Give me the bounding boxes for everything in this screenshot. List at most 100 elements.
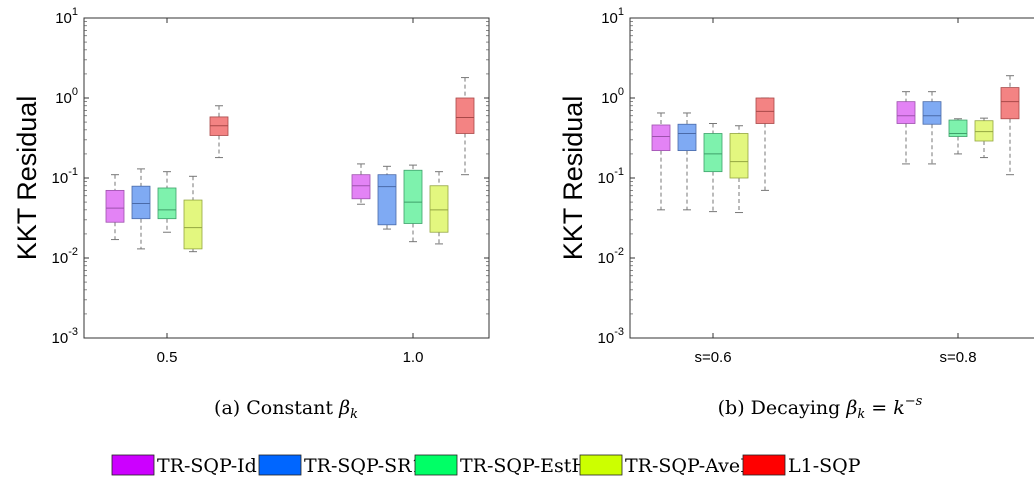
y-tick-exponent: 1 — [72, 6, 78, 18]
x-tick-label: s=0.6 — [694, 349, 731, 366]
legend-swatch — [258, 454, 302, 476]
boxplot-tr-sqp-id — [896, 91, 916, 165]
legend-label: L1-SQP — [788, 455, 861, 477]
box-iqr — [755, 97, 775, 124]
y-tick-label: 100 — [601, 86, 624, 107]
y-tick-label: 101 — [601, 6, 624, 27]
box-iqr — [729, 133, 749, 179]
panel-b-x-axis: s=0.6 s=0.8 — [694, 18, 977, 366]
box-iqr — [455, 97, 475, 134]
boxplot-tr-sqp-sr1 — [677, 112, 697, 211]
boxplot-tr-sqp-sr1 — [131, 168, 151, 250]
boxplot-l1-sqp — [1000, 75, 1020, 176]
box-iqr — [105, 189, 125, 223]
boxplot-tr-sqp-sr1 — [377, 165, 397, 230]
box-iqr — [651, 124, 671, 152]
y-tick-exponent: 1 — [618, 6, 624, 18]
panel-a-boxplots — [105, 77, 475, 253]
box-iqr — [703, 133, 723, 173]
y-tick-label: 10-1 — [598, 166, 624, 187]
boxplot-tr-sqp-aveh — [183, 175, 203, 253]
boxplot-tr-sqp-sr1 — [922, 91, 942, 165]
y-tick-exponent: 0 — [618, 86, 624, 98]
caption-b-base: k — [893, 397, 905, 419]
caption-a-prefix: (a) Constant — [214, 397, 339, 419]
y-tick-label: 10-1 — [52, 166, 78, 187]
y-tick-base: 10 — [601, 10, 618, 27]
caption-b-subscript: k — [857, 407, 865, 422]
y-tick-base: 10 — [52, 330, 69, 347]
legend-swatch — [579, 454, 623, 476]
box-iqr — [948, 119, 968, 137]
caption-b-equals: = — [865, 397, 893, 419]
y-tick-exponent: -1 — [614, 166, 624, 178]
y-tick-exponent: -2 — [614, 246, 624, 258]
boxplot-l1-sqp — [209, 105, 229, 159]
y-tick-exponent: 0 — [72, 86, 78, 98]
box-iqr — [677, 123, 697, 152]
legend-label: TR-SQP-SR1 — [304, 455, 424, 477]
boxplot-tr-sqp-esth — [157, 171, 177, 233]
y-tick-exponent: -2 — [68, 246, 78, 258]
y-tick-exponent: -3 — [68, 326, 78, 338]
boxplot-l1-sqp — [755, 97, 775, 191]
caption-a-subscript: k — [350, 407, 358, 422]
legend-swatch — [414, 454, 458, 476]
y-tick-exponent: -1 — [68, 166, 78, 178]
legend-item: TR-SQP-Id — [111, 454, 257, 477]
y-tick-base: 10 — [55, 10, 72, 27]
x-tick-label: 1.0 — [403, 349, 424, 366]
caption-b-prefix: (b) Decaying — [718, 397, 847, 419]
box-iqr — [429, 185, 449, 233]
legend-label: TR-SQP-EstH — [460, 455, 588, 477]
y-tick-label: 10-3 — [598, 326, 624, 347]
panel-b-y-axis-label: KKT Residual — [558, 96, 588, 261]
boxplot-tr-sqp-esth — [403, 164, 423, 243]
legend-swatch — [111, 454, 155, 476]
legend-item: TR-SQP-EstH — [414, 454, 588, 477]
panel-b-caption: (b) Decaying βk = k−s — [718, 394, 923, 422]
legend-swatch — [742, 454, 786, 476]
panel-a-x-axis: 0.5 1.0 — [157, 18, 424, 366]
box-iqr — [131, 185, 151, 220]
boxplot-tr-sqp-esth — [948, 118, 968, 155]
boxplot-tr-sqp-aveh — [974, 117, 994, 159]
panel-a-plot-frame — [83, 17, 490, 339]
x-tick-label: s=0.8 — [939, 349, 976, 366]
boxplot-tr-sqp-aveh — [729, 125, 749, 214]
box-iqr — [1000, 87, 1020, 120]
y-tick-label: 10-3 — [52, 326, 78, 347]
caption-b-exponent: −s — [905, 394, 923, 409]
y-tick-base: 10 — [52, 250, 69, 267]
legend-label: TR-SQP-Id — [157, 455, 257, 477]
y-tick-label: 100 — [55, 86, 78, 107]
x-tick-label: 0.5 — [157, 349, 178, 366]
boxplot-tr-sqp-esth — [703, 123, 723, 213]
legend-item: TR-SQP-AveH — [579, 454, 757, 477]
y-tick-base: 10 — [52, 170, 69, 187]
box-iqr — [403, 169, 423, 224]
y-tick-base: 10 — [598, 330, 615, 347]
y-tick-base: 10 — [598, 170, 615, 187]
panel-b-boxplots — [651, 75, 1020, 214]
y-tick-base: 10 — [55, 90, 72, 107]
box-iqr — [351, 174, 371, 200]
box-iqr — [183, 199, 203, 250]
y-tick-label: 101 — [55, 6, 78, 27]
y-tick-base: 10 — [598, 250, 615, 267]
boxplot-tr-sqp-id — [105, 174, 125, 241]
box-iqr — [896, 101, 916, 124]
y-tick-base: 10 — [601, 90, 618, 107]
legend: TR-SQP-Id TR-SQP-SR1 TR-SQP-EstH TR-SQP-Ave… — [111, 454, 861, 477]
boxplot-tr-sqp-id — [351, 163, 371, 205]
box-iqr — [974, 120, 994, 142]
boxplot-tr-sqp-aveh — [429, 171, 449, 245]
legend-label: TR-SQP-AveH — [625, 455, 757, 477]
y-tick-exponent: -3 — [614, 326, 624, 338]
legend-item: TR-SQP-SR1 — [258, 454, 424, 477]
